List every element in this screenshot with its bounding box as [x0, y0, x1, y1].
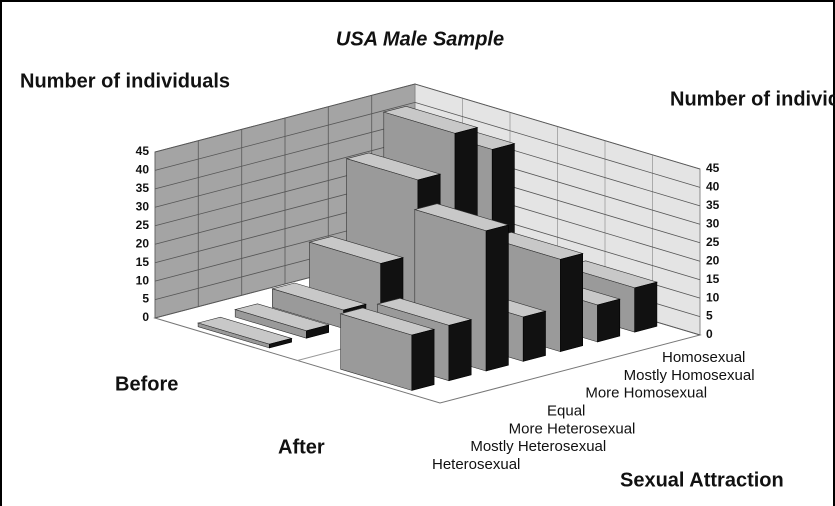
x-tick-label: Mostly Heterosexual	[470, 438, 606, 455]
y2-tick-label: 30	[706, 217, 720, 231]
y-tick-label: 15	[136, 255, 150, 269]
x-tick-label: Mostly Homosexual	[624, 367, 755, 384]
bar-front	[411, 328, 435, 391]
y2-tick-label: 40	[706, 180, 720, 194]
bar-front	[268, 338, 292, 349]
y-tick-label: 35	[136, 181, 150, 195]
bar-front	[634, 281, 658, 333]
bar-front	[448, 319, 472, 382]
bar-front	[522, 310, 546, 362]
y-tick-label: 20	[136, 236, 150, 250]
y2-tick-label: 5	[706, 309, 713, 323]
bar-front	[306, 324, 330, 339]
bar-front	[485, 224, 509, 372]
y2-tick-label: 0	[706, 327, 713, 341]
y-axis-label: Number of individuals	[20, 70, 230, 92]
y-tick-label: 30	[136, 200, 150, 214]
x-tick-label: Equal	[547, 402, 585, 419]
series-label: Before	[115, 373, 178, 395]
bar	[234, 303, 330, 339]
y-tick-label: 5	[142, 292, 149, 306]
y-tick-label: 25	[136, 218, 150, 232]
y2-tick-label: 15	[706, 272, 720, 286]
x-axis-label: Sexual Attraction	[620, 469, 784, 491]
y-tick-label: 10	[136, 273, 150, 287]
x-tick-label: Heterosexual	[432, 456, 520, 473]
bar-front	[597, 298, 621, 343]
y-tick-label: 45	[136, 144, 150, 158]
y2-tick-label: 10	[706, 290, 720, 304]
y-tick-label: 0	[142, 310, 149, 324]
x-tick-label: Homosexual	[662, 349, 745, 366]
y2-tick-label: 45	[706, 161, 720, 175]
grid-line	[154, 101, 701, 188]
bar	[196, 316, 293, 349]
y2-tick-label: 35	[706, 198, 720, 212]
y2-axis-label: Number of individuals	[670, 88, 835, 110]
x-tick-label: More Homosexual	[585, 385, 707, 402]
y2-tick-label: 25	[706, 235, 720, 249]
grid-line	[154, 83, 701, 170]
series-label: After	[278, 436, 325, 458]
y2-tick-label: 20	[706, 253, 720, 267]
y-tick-label: 40	[136, 163, 150, 177]
bar-front	[560, 253, 584, 352]
bar	[339, 307, 436, 391]
chart-title: USA Male Sample	[336, 28, 504, 50]
x-tick-label: More Heterosexual	[509, 420, 636, 437]
